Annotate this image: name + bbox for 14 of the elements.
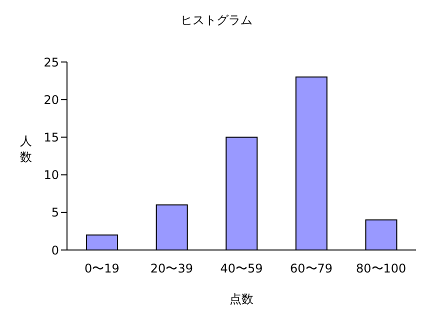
x-axis-title: 点数: [230, 292, 254, 306]
x-tick-label: 0〜19: [84, 262, 120, 276]
chart-title: ヒストグラム: [180, 12, 254, 29]
y-tick-label: 15: [44, 130, 59, 144]
x-tick-label: 80〜100: [356, 262, 406, 276]
x-tick-label: 40〜59: [220, 262, 263, 276]
y-tick-label: 5: [51, 206, 59, 220]
y-tick-label: 0: [51, 243, 59, 258]
y-tick-label: 10: [44, 168, 59, 182]
y-axis-title: 人数: [19, 133, 33, 165]
y-tick-label: 20: [44, 92, 59, 107]
x-tick-label: 60〜79: [290, 262, 333, 276]
x-tick-label: 20〜39: [150, 262, 193, 276]
y-tick-label: 25: [44, 55, 59, 70]
